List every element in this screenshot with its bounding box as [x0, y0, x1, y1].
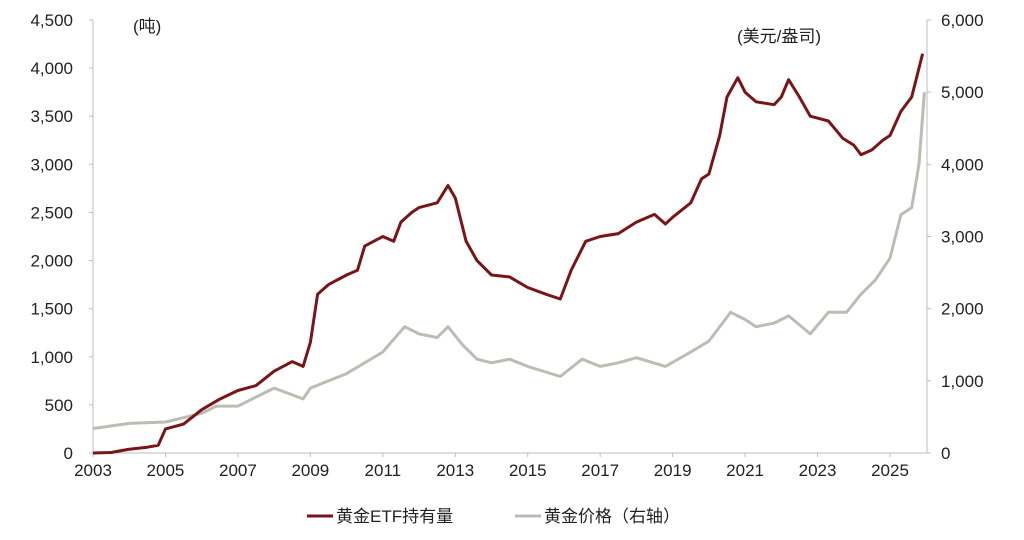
left-y-tick-label: 4,000 — [30, 59, 73, 78]
x-tick-label: 2013 — [436, 461, 474, 480]
series-line-gold-price — [92, 92, 926, 430]
left-y-tick-label: 0 — [64, 444, 73, 463]
x-tick-label: 2007 — [219, 461, 257, 480]
legend-label-price: 黄金价格（右轴） — [544, 507, 680, 526]
right-y-tick-label: 2,000 — [941, 300, 984, 319]
left-y-tick-label: 2,000 — [30, 252, 73, 271]
left-y-tick-label: 2,500 — [30, 203, 73, 222]
right-y-tick-label: 4,000 — [941, 155, 984, 174]
x-tick-label: 2017 — [581, 461, 619, 480]
x-tick-label: 2019 — [654, 461, 692, 480]
x-tick-label: 2011 — [365, 461, 402, 480]
x-tick-label: 2023 — [799, 461, 837, 480]
x-tick-label: 2003 — [74, 461, 112, 480]
legend: 黄金ETF持有量 黄金价格（右轴） — [307, 507, 680, 526]
left-y-tick-label: 1,500 — [30, 300, 73, 319]
right-y-tick-label: 3,000 — [941, 228, 984, 247]
right-y-tick-label: 6,000 — [941, 11, 984, 30]
right-axis-unit: (美元/盎司) — [737, 27, 821, 46]
right-y-tick-label: 1,000 — [941, 372, 984, 391]
legend-label-etf: 黄金ETF持有量 — [336, 507, 453, 526]
right-y-tick-label: 0 — [941, 444, 950, 463]
left-y-tick-label: 1,000 — [30, 348, 73, 367]
x-tick-label: 2021 — [726, 461, 764, 480]
x-tick-label: 2009 — [291, 461, 329, 480]
right-y-tick-label: 5,000 — [941, 83, 984, 102]
left-y-tick-label: 4,500 — [30, 11, 73, 30]
left-y-tick-label: 3,500 — [30, 107, 73, 126]
left-axis-unit: (吨) — [133, 17, 161, 36]
left-y-tick-label: 3,000 — [30, 155, 73, 174]
x-tick-label: 2005 — [147, 461, 185, 480]
x-tick-label: 2015 — [509, 461, 547, 480]
series-line-gold-etf-holdings — [92, 53, 925, 455]
left-y-tick-label: 500 — [45, 396, 73, 415]
x-tick-label: 2025 — [871, 461, 909, 480]
